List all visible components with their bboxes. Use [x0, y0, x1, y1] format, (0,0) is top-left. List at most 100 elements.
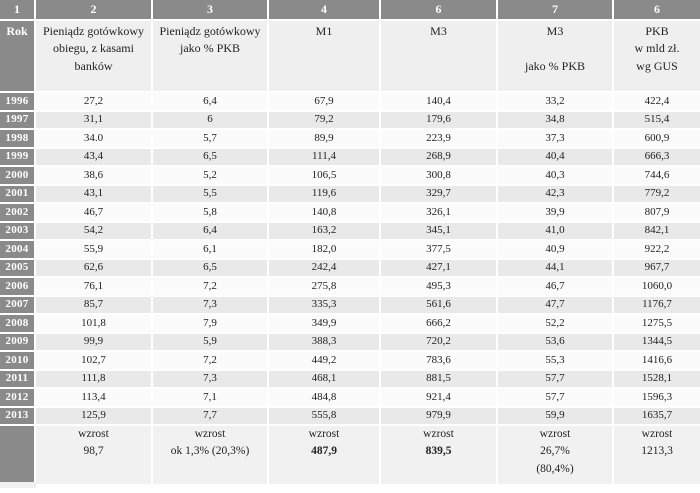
data-cell: 57,7	[496, 387, 614, 408]
data-cell: 388,3	[267, 331, 381, 352]
header-cell-cash: Pieniądz gotówkowy obiegu, z kasami bank…	[34, 19, 153, 93]
data-cell: 34,8	[496, 109, 614, 130]
data-cell: 427,1	[379, 257, 498, 278]
data-cell: 40,4	[496, 146, 614, 167]
year-cell: 2011	[0, 368, 36, 389]
growth-label: wzrost	[78, 428, 109, 440]
growth-value: ok 1,3% (20,3%)	[170, 445, 250, 458]
year-cell: 2000	[0, 165, 36, 186]
growth-cell: wzrost 839,5	[379, 424, 498, 486]
data-cell: 5,7	[151, 128, 269, 149]
band-cell-1: 1	[0, 0, 36, 21]
growth-cell: wzrost ok 1,3% (20,3%)	[151, 424, 269, 486]
data-cell: 67,9	[267, 91, 381, 112]
table-row-2004: 2004 55,9 6,1 182,0 377,5 40,9 922,2	[0, 239, 700, 260]
band-cell-2: 2	[34, 0, 153, 21]
year-cell: 2005	[0, 257, 36, 278]
data-cell: 43,1	[34, 183, 153, 204]
data-cell: 468,1	[267, 368, 381, 389]
data-cell: 1060,0	[612, 276, 700, 297]
data-cell: 6,4	[151, 91, 269, 112]
data-cell: 242,4	[267, 257, 381, 278]
data-cell: 484,8	[267, 387, 381, 408]
data-cell: 119,6	[267, 183, 381, 204]
table-row-2002: 2002 46,7 5,8 140,8 326,1 39,9 807,9	[0, 202, 700, 223]
data-cell: 1176,7	[612, 294, 700, 315]
data-cell: 5,8	[151, 202, 269, 223]
growth-value: 26,7%	[540, 445, 570, 458]
data-cell: 449,2	[267, 350, 381, 371]
data-cell: 44,1	[496, 257, 614, 278]
data-cell: 922,2	[612, 239, 700, 260]
data-cell: 326,1	[379, 202, 498, 223]
header-cell-cash-pct: Pieniądz gotówkowy jako % PKB	[151, 19, 269, 93]
year-cell: 2006	[0, 276, 36, 297]
year-cell: 2002	[0, 202, 36, 223]
data-cell: 102,7	[34, 350, 153, 371]
data-cell: 125,9	[34, 405, 153, 426]
data-cell: 55,9	[34, 239, 153, 260]
data-cell: 881,5	[379, 368, 498, 389]
data-cell: 744,6	[612, 165, 700, 186]
table-row-2007: 2007 85,7 7,3 335,3 561,6 47,7 1176,7	[0, 294, 700, 315]
header-cell-m3: M3	[379, 19, 498, 93]
data-cell: 179,6	[379, 109, 498, 130]
growth-label: wzrost	[539, 428, 571, 440]
growth-cell: wzrost 487,9	[267, 424, 381, 486]
year-cell: 2008	[0, 313, 36, 334]
data-cell: 54,2	[34, 220, 153, 241]
band-cell-4: 4	[267, 0, 381, 21]
growth-label: wzrost	[194, 428, 226, 440]
data-cell: 7,1	[151, 387, 269, 408]
year-cell: 2004	[0, 239, 36, 260]
data-cell: 37,3	[496, 128, 614, 149]
data-cell: 979,9	[379, 405, 498, 426]
growth-year-cell-empty	[0, 424, 36, 488]
table-row-1997: 1997 31,1 6 79,2 179,6 34,8 515,4	[0, 109, 700, 130]
data-cell: 7,3	[151, 368, 269, 389]
table-row-2013: 2013 125,9 7,7 555,8 979,9 59,9 1635,7	[0, 405, 700, 426]
table-row-1998: 1998 34.0 5,7 89,9 223,9 37,3 600,9	[0, 128, 700, 149]
data-cell: 1635,7	[612, 405, 700, 426]
data-cell: 5,9	[151, 331, 269, 352]
table-row-1996: 1996 27,2 6,4 67,9 140,4 33,2 422,4	[0, 91, 700, 112]
data-cell: 101,8	[34, 313, 153, 334]
data-cell: 967,7	[612, 257, 700, 278]
table-foot: wzrost 98,7 wzrost ok 1,3% (20,3%) wzrost 487…	[0, 424, 700, 488]
table-row-2001: 2001 43,1 5,5 119,6 329,7 42,3 779,2	[0, 183, 700, 204]
data-cell: 34.0	[34, 128, 153, 149]
growth-value: 1213,3	[641, 445, 673, 458]
table-row-2005: 2005 62,6 6,5 242,4 427,1 44,1 967,7	[0, 257, 700, 278]
data-cell: 43,4	[34, 146, 153, 167]
data-cell: 5,5	[151, 183, 269, 204]
data-cell: 85,7	[34, 294, 153, 315]
data-cell: 62,6	[34, 257, 153, 278]
data-cell: 31,1	[34, 109, 153, 130]
data-cell: 79,2	[267, 109, 381, 130]
header-row: Rok Pieniądz gotówkowy obiegu, z kasami …	[0, 19, 700, 93]
data-cell: 1416,6	[612, 350, 700, 371]
table-row-2008: 2008 101,8 7,9 349,9 666,2 52,2 1275,5	[0, 313, 700, 334]
band-cell-7: 6	[612, 0, 700, 21]
data-cell: 1344,5	[612, 331, 700, 352]
data-cell: 600,9	[612, 128, 700, 149]
table-row-2000: 2000 38,6 5,2 106,5 300,8 40,3 744,6	[0, 165, 700, 186]
data-cell: 1528,1	[612, 368, 700, 389]
data-cell: 99,9	[34, 331, 153, 352]
header-cell-m3-pct: M3 jako % PKB	[496, 19, 614, 93]
year-cell: 2001	[0, 183, 36, 204]
table-row-2003: 2003 54,2 6,4 163,2 345,1 41,0 842,1	[0, 220, 700, 241]
growth-value: 487,9	[311, 445, 337, 458]
table-body: 1996 27,2 6,4 67,9 140,4 33,2 422,4 1997 31,1 6 79…	[0, 91, 700, 426]
growth-value: 839,5	[425, 445, 452, 458]
data-cell: 842,1	[612, 220, 700, 241]
data-cell: 223,9	[379, 128, 498, 149]
data-cell: 57,7	[496, 368, 614, 389]
table-row-2012: 2012 113,4 7,1 484,8 921,4 57,7 1596,3	[0, 387, 700, 408]
data-cell: 666,2	[379, 313, 498, 334]
data-cell: 779,2	[612, 183, 700, 204]
data-cell: 111,8	[34, 368, 153, 389]
year-cell: 2012	[0, 387, 36, 408]
data-cell: 52,2	[496, 313, 614, 334]
